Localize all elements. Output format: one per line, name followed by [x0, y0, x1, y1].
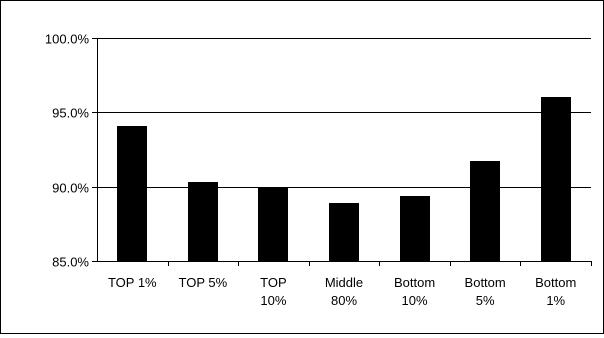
x-tick-label: 80% [331, 293, 357, 308]
y-tick-label: 90.0% [52, 181, 89, 196]
bar-chart: 85.0% 90.0% 95.0% 100.0% TOP 1% TOP 5% TOP 10%… [45, 32, 592, 308]
bar [541, 97, 571, 261]
x-tick-label: Bottom [535, 275, 576, 290]
bar [117, 126, 147, 261]
x-tick-label: Bottom [394, 275, 435, 290]
x-tick-label: TOP 1% [108, 275, 157, 290]
x-tick-labels: TOP 1% TOP 5% TOP 10% Middle 80% Bottom 10% Bott… [108, 275, 576, 308]
x-tick-label: 1% [546, 293, 565, 308]
y-tick-label: 95.0% [52, 106, 89, 121]
bar [258, 188, 288, 261]
bars [117, 97, 571, 261]
axes [92, 38, 592, 266]
x-tick-label: Middle [325, 275, 363, 290]
gridlines [97, 38, 591, 188]
bar [188, 182, 218, 261]
x-tick-label: TOP 5% [179, 275, 228, 290]
x-tick-label: 10% [402, 293, 428, 308]
x-tick-label: Bottom [465, 275, 506, 290]
x-tick-label: 10% [260, 293, 286, 308]
bar [470, 161, 500, 261]
bar [400, 196, 430, 261]
y-tick-label: 85.0% [52, 255, 89, 270]
x-tick-label: 5% [476, 293, 495, 308]
bar [329, 203, 359, 261]
y-tick-labels: 85.0% 90.0% 95.0% 100.0% [45, 32, 90, 270]
x-tick-label: TOP [260, 275, 287, 290]
y-tick-label: 100.0% [45, 32, 90, 47]
